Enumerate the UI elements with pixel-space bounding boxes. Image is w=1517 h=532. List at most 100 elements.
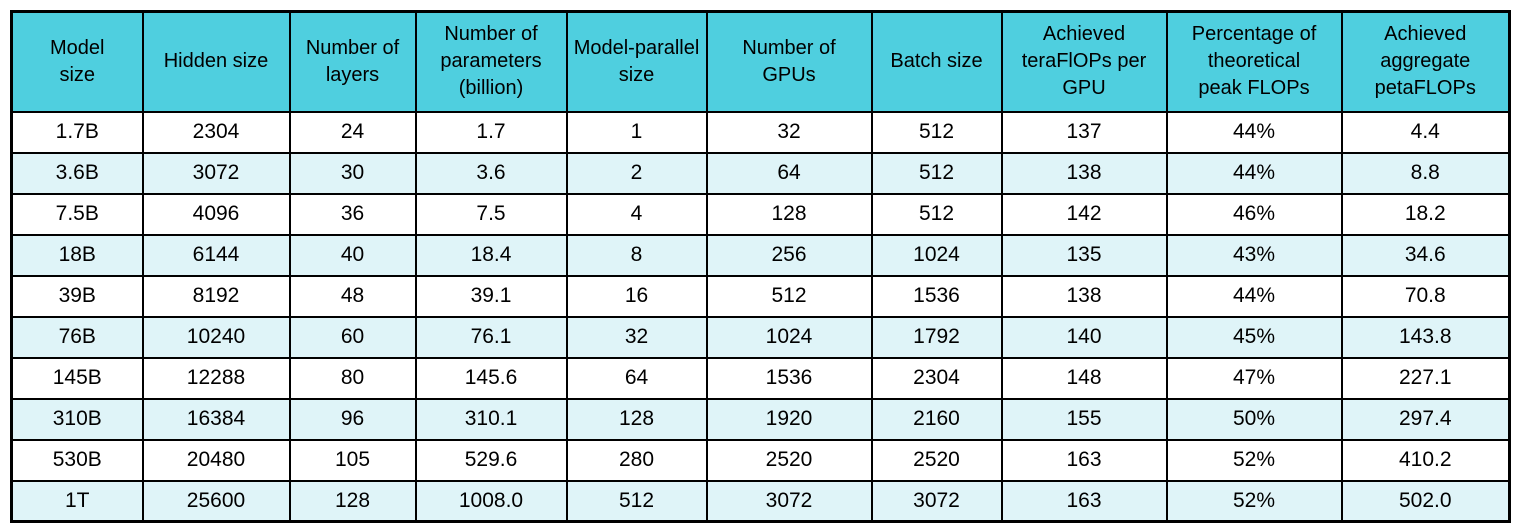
header-line: Achieved bbox=[1042, 23, 1126, 46]
table-cell: 256 bbox=[705, 233, 873, 277]
table-cell: 135 bbox=[1000, 233, 1168, 277]
header-line: Batch size bbox=[890, 50, 983, 73]
table-cell: 310.1 bbox=[414, 397, 568, 441]
table-cell: 1536 bbox=[705, 356, 873, 400]
header-line: size bbox=[59, 63, 96, 86]
table-cell: 32 bbox=[565, 315, 708, 359]
table-cell: 512 bbox=[565, 479, 708, 523]
column-header-model-parallel-size: Model-parallel size bbox=[565, 10, 708, 113]
column-header-achieved-aggregate-petaflops: Achieved aggregate petaFLOPs bbox=[1340, 10, 1511, 113]
table-cell: 128 bbox=[705, 192, 873, 236]
header-line: Model bbox=[50, 36, 105, 59]
table-cell: 1.7 bbox=[414, 110, 568, 154]
header-line: Number of bbox=[742, 36, 836, 59]
table-cell: 1T bbox=[10, 479, 144, 523]
table-cell: 8192 bbox=[141, 274, 291, 318]
header-line: Percentage of bbox=[1191, 23, 1317, 46]
header-line: aggregate bbox=[1380, 50, 1471, 73]
table-cell: 18.4 bbox=[414, 233, 568, 277]
table-cell: 30 bbox=[288, 151, 417, 195]
table-cell: 310B bbox=[10, 397, 144, 441]
table-cell: 40 bbox=[288, 233, 417, 277]
table-cell: 143.8 bbox=[1340, 315, 1511, 359]
table-cell: 128 bbox=[565, 397, 708, 441]
header-line: Achieved bbox=[1384, 23, 1467, 46]
table-cell: 163 bbox=[1000, 438, 1168, 482]
table-cell: 64 bbox=[705, 151, 873, 195]
column-header-batch-size: Batch size bbox=[870, 10, 1003, 113]
table-cell: 39.1 bbox=[414, 274, 568, 318]
column-header-model-size: Model size bbox=[10, 10, 144, 113]
table-cell: 36 bbox=[288, 192, 417, 236]
table-row: 145B 12288 80 145.6 64 1536 2304 148 47% 227.1 bbox=[10, 356, 1511, 400]
table-cell: 7.5B bbox=[10, 192, 144, 236]
table-cell: 60 bbox=[288, 315, 417, 359]
table-cell: 8 bbox=[565, 233, 708, 277]
table-cell: 46% bbox=[1165, 192, 1343, 236]
table-cell: 4 bbox=[565, 192, 708, 236]
column-header-hidden-size: Hidden size bbox=[141, 10, 291, 113]
table-cell: 3.6B bbox=[10, 151, 144, 195]
table-row: 1.7B 2304 24 1.7 1 32 512 137 44% 4.4 bbox=[10, 110, 1511, 154]
header-row: Model size Hidden size Number of layers Numbe… bbox=[10, 10, 1511, 113]
table-cell: 1920 bbox=[705, 397, 873, 441]
table-cell: 7.5 bbox=[414, 192, 568, 236]
header-line: Model-parallel bbox=[573, 36, 700, 59]
table-cell: 52% bbox=[1165, 479, 1343, 523]
table-cell: 20480 bbox=[141, 438, 291, 482]
table-cell: 280 bbox=[565, 438, 708, 482]
table-cell: 18.2 bbox=[1340, 192, 1511, 236]
table-cell: 45% bbox=[1165, 315, 1343, 359]
table-cell: 1.7B bbox=[10, 110, 144, 154]
table-cell: 32 bbox=[705, 110, 873, 154]
table-cell: 76B bbox=[10, 315, 144, 359]
table-cell: 502.0 bbox=[1340, 479, 1511, 523]
column-header-achieved-teraflops-per-gpu: Achieved teraFlOPs per GPU bbox=[1000, 10, 1168, 113]
table-cell: 2520 bbox=[705, 438, 873, 482]
table-cell: 25600 bbox=[141, 479, 291, 523]
table-cell: 47% bbox=[1165, 356, 1343, 400]
table-row: 530B 20480 105 529.6 280 2520 2520 163 52% 410.2 bbox=[10, 438, 1511, 482]
table-cell: 512 bbox=[870, 110, 1003, 154]
table-cell: 142 bbox=[1000, 192, 1168, 236]
table-cell: 512 bbox=[705, 274, 873, 318]
header-line: GPUs bbox=[762, 63, 816, 86]
table-cell: 70.8 bbox=[1340, 274, 1511, 318]
header-line: layers bbox=[325, 63, 380, 86]
table-cell: 3072 bbox=[141, 151, 291, 195]
header-line: teraFlOPs per bbox=[1021, 50, 1147, 73]
table-cell: 512 bbox=[870, 192, 1003, 236]
table-cell: 44% bbox=[1165, 274, 1343, 318]
table-cell: 48 bbox=[288, 274, 417, 318]
table-cell: 1 bbox=[565, 110, 708, 154]
table-cell: 1024 bbox=[705, 315, 873, 359]
header-line: parameters bbox=[440, 50, 542, 73]
table-cell: 10240 bbox=[141, 315, 291, 359]
table-row: 7.5B 4096 36 7.5 4 128 512 142 46% 18.2 bbox=[10, 192, 1511, 236]
table-cell: 16384 bbox=[141, 397, 291, 441]
table-cell: 80 bbox=[288, 356, 417, 400]
table-cell: 2304 bbox=[870, 356, 1003, 400]
table-cell: 24 bbox=[288, 110, 417, 154]
table-cell: 529.6 bbox=[414, 438, 568, 482]
table-row: 76B 10240 60 76.1 32 1024 1792 140 45% 143.8 bbox=[10, 315, 1511, 359]
table-cell: 12288 bbox=[141, 356, 291, 400]
table-cell: 8.8 bbox=[1340, 151, 1511, 195]
table-cell: 1792 bbox=[870, 315, 1003, 359]
table-cell: 145B bbox=[10, 356, 144, 400]
column-header-percentage-of-theoretical-peak-flops: Percentage of theoretical peak FLOPs bbox=[1165, 10, 1343, 113]
table-cell: 76.1 bbox=[414, 315, 568, 359]
table-cell: 3.6 bbox=[414, 151, 568, 195]
table-cell: 50% bbox=[1165, 397, 1343, 441]
table-header: Model size Hidden size Number of layers Numbe… bbox=[10, 10, 1511, 113]
table-cell: 64 bbox=[565, 356, 708, 400]
table-cell: 297.4 bbox=[1340, 397, 1511, 441]
header-line: GPU bbox=[1062, 77, 1106, 100]
table-row: 310B 16384 96 310.1 128 1920 2160 155 50% 297.4 bbox=[10, 397, 1511, 441]
table-cell: 163 bbox=[1000, 479, 1168, 523]
header-line: size bbox=[618, 63, 655, 86]
table-cell: 155 bbox=[1000, 397, 1168, 441]
table-row: 3.6B 3072 30 3.6 2 64 512 138 44% 8.8 bbox=[10, 151, 1511, 195]
header-line: petaFLOPs bbox=[1374, 77, 1476, 100]
